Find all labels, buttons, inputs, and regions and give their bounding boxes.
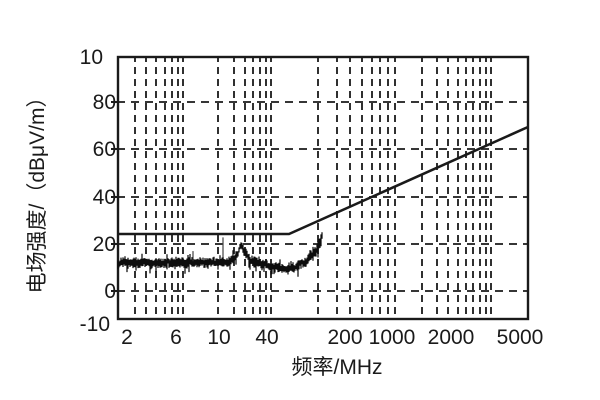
measured-trace [117,232,323,277]
y-axis-ticks [111,101,118,292]
vertical-gridlines [134,58,492,318]
x-tick-label: 40 [255,326,278,349]
x-tick-label: 10 [207,326,230,349]
x-tick-label: 200 [327,326,362,349]
y-tick-labels: 10 80 60 40 20 0 -10 [80,46,116,336]
y-tick-label: 60 [93,138,116,161]
limit-line [118,125,529,236]
x-tick-label: 2000 [428,326,475,349]
x-tick-labels: 2 6 10 40 200 1000 2000 5000 [121,326,543,349]
y-tick-label: 20 [93,233,116,256]
x-tick-label: 1000 [369,326,416,349]
y-tick-label: 40 [93,186,116,209]
y-tick-label: 80 [93,91,116,114]
x-tick-label: 2 [121,326,133,349]
horizontal-gridlines [119,101,527,292]
x-tick-label: 5000 [497,326,544,349]
x-axis-title: 频率/MHz [292,356,383,379]
y-axis-title: 电场强度/（dBμV/m） [26,87,49,294]
y-tick-label: 0 [104,280,116,303]
y-tick-label: 10 [80,46,103,69]
plot-border [116,55,530,321]
x-tick-label: 6 [170,326,182,349]
y-tick-label: -10 [80,313,110,336]
